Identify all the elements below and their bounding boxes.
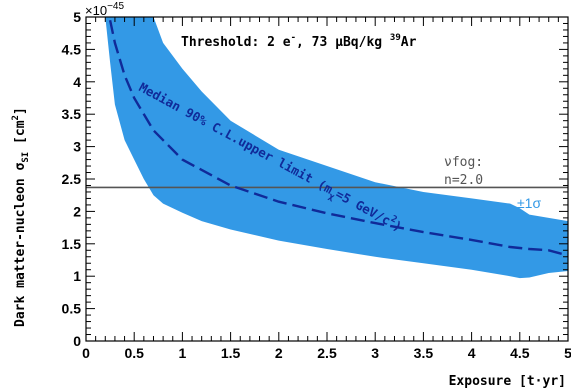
threshold-annotation: Threshold: 2 e-, 73 μBq/kg 39Ar: [181, 33, 417, 50]
x-tick-label: 4.5: [510, 345, 530, 361]
fog-label-line2: n=2.0: [444, 173, 483, 188]
y-axis-title-sup: 2: [11, 115, 21, 120]
y-tick-label: 2: [73, 203, 81, 219]
y-tick-label: 3.5: [62, 106, 82, 122]
y-multiplier-base: ×10: [85, 3, 107, 18]
sigma-band: [105, 17, 568, 279]
x-tick-label: 2: [275, 345, 283, 361]
median-label-sub: χ: [326, 192, 336, 204]
x-tick-label: 0.5: [124, 345, 144, 361]
y-multiplier: ×10−45: [85, 1, 124, 18]
y-tick-labels: 0 0.5 1 1.5 2 2.5 3 3.5 4 4.5 5: [62, 9, 82, 349]
y-tick-label: 0: [73, 333, 81, 349]
y-tick-label: 1.5: [62, 236, 82, 252]
y-tick-label: 5: [73, 9, 81, 25]
median-limit-line: [108, 19, 568, 257]
threshold-mid: , 73 μBq/kg: [296, 35, 390, 50]
x-tick-label: 3: [371, 345, 379, 361]
x-tick-label: 2.5: [317, 345, 337, 361]
y-axis-title: Dark matter-nucleon σSI [cm2]: [11, 107, 31, 327]
x-tick-label: 4: [468, 345, 476, 361]
y-axis-title-main: Dark matter-nucleon σ: [13, 162, 28, 327]
threshold-end: Ar: [401, 35, 417, 50]
x-tick-labels: 0 0.5 1 1.5 2 2.5 3 3.5 4 4.5 5: [82, 345, 571, 361]
band-label: ±1σ: [517, 195, 541, 211]
y-tick-label: 4: [73, 74, 81, 90]
sigma-band-layer: [105, 17, 568, 279]
y-multiplier-exp: −45: [107, 1, 124, 12]
axis-ticks: [85, 16, 569, 342]
x-tick-label: 0: [82, 345, 90, 361]
y-axis-title-sub: SI: [21, 152, 31, 163]
x-tick-label: 1: [179, 345, 187, 361]
x-tick-label: 3.5: [414, 345, 434, 361]
y-tick-label: 2.5: [62, 171, 82, 187]
threshold-sup1: -: [291, 33, 296, 43]
median-limit-layer: [108, 19, 568, 257]
threshold-text: Threshold: 2 e: [181, 35, 291, 50]
x-tick-label: 5: [564, 345, 571, 361]
x-tick-label: 1.5: [221, 345, 241, 361]
fog-label-line1: νfog:: [444, 155, 483, 170]
y-tick-label: 4.5: [62, 41, 82, 57]
y-axis-title-unit: [cm: [13, 120, 28, 151]
x-axis-title: Exposure [t·yr]: [449, 374, 566, 389]
y-axis-title-close: ]: [13, 107, 28, 115]
threshold-sup2: 39: [390, 33, 401, 43]
median-label-sup: 2: [389, 214, 399, 225]
y-tick-label: 3: [73, 139, 81, 155]
y-tick-label: 0.5: [62, 301, 82, 317]
y-tick-label: 1: [73, 268, 81, 284]
